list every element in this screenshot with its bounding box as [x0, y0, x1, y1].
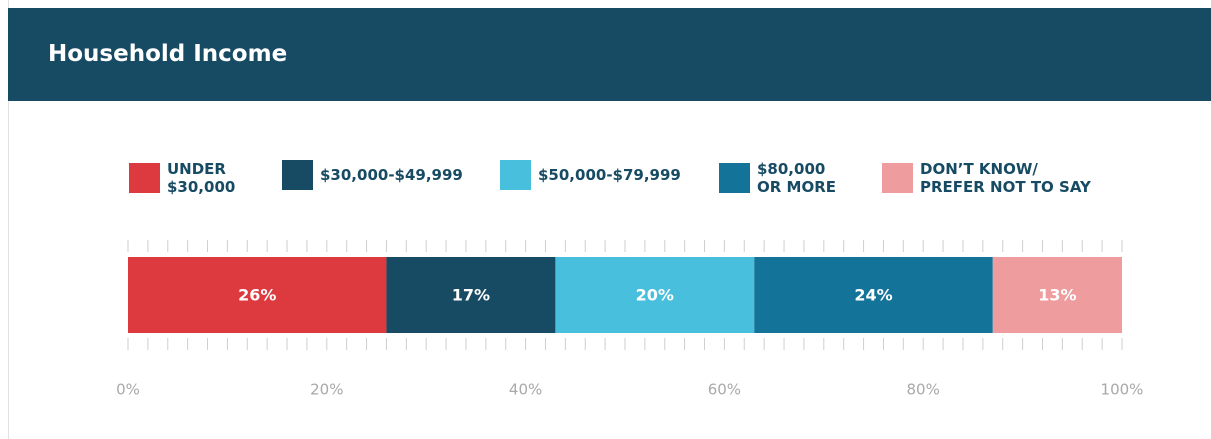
x-tick-label: 60% [708, 381, 741, 399]
x-tick-label: 80% [907, 381, 940, 399]
header: Household Income [8, 8, 1211, 101]
legend-item: DON’T KNOW/ PREFER NOT TO SAY [882, 160, 1091, 196]
data-label: 26% [238, 286, 276, 305]
legend-swatch [282, 160, 313, 190]
bar-segment [128, 257, 387, 333]
x-tick-label: 0% [116, 381, 140, 399]
data-label: 17% [452, 286, 490, 305]
chart-title: Household Income [48, 41, 288, 67]
bar-segment [992, 257, 1122, 333]
legend-swatch [129, 163, 160, 193]
legend-swatch [719, 163, 750, 193]
data-label: 24% [854, 286, 892, 305]
legend-item: $50,000-$79,999 [500, 160, 681, 190]
x-tick-label: 20% [310, 381, 343, 399]
frame [8, 0, 1211, 439]
bar-segment [754, 257, 993, 333]
bar-segment [555, 257, 755, 333]
legend-swatch [882, 163, 913, 193]
legend-label: $80,000 OR MORE [757, 160, 836, 196]
legend-label: $50,000-$79,999 [538, 166, 681, 184]
data-label: 13% [1038, 286, 1076, 305]
x-tick-label: 40% [509, 381, 542, 399]
data-label: 20% [636, 286, 674, 305]
legend-item: UNDER $30,000 [129, 160, 235, 196]
legend-label: UNDER $30,000 [167, 160, 236, 196]
bar-segment [386, 257, 556, 333]
legend-label: $30,000-$49,999 [320, 166, 463, 184]
x-tick-label: 100% [1101, 381, 1144, 399]
legend-label: DON’T KNOW/ PREFER NOT TO SAY [920, 160, 1091, 196]
legend-swatch [500, 160, 531, 190]
legend-item: $30,000-$49,999 [282, 160, 463, 190]
legend-item: $80,000 OR MORE [719, 160, 836, 196]
